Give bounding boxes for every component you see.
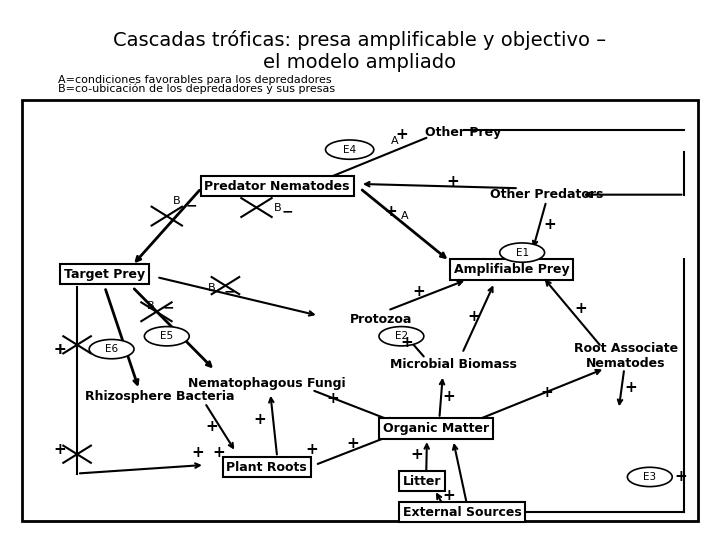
Text: +: + [253,413,266,427]
Text: Predator Nematodes: Predator Nematodes [204,180,350,193]
Text: +: + [575,301,588,316]
Text: +: + [53,342,66,356]
Text: +: + [205,419,218,434]
Text: Nematophagous Fungi: Nematophagous Fungi [188,377,346,390]
Text: −: − [185,198,197,212]
Text: B: B [208,283,215,293]
Text: +: + [326,391,339,406]
Ellipse shape [627,467,672,487]
Text: +: + [212,444,225,460]
Text: E2: E2 [395,331,408,341]
Ellipse shape [145,327,189,346]
Text: +: + [447,174,459,190]
Text: E6: E6 [105,344,118,354]
Text: Root Associate
Nematodes: Root Associate Nematodes [574,341,678,369]
Text: Target Prey: Target Prey [64,267,145,281]
Ellipse shape [325,140,374,159]
Text: +: + [540,384,553,400]
Text: Litter: Litter [403,475,441,488]
Text: −: − [223,284,235,298]
Text: +: + [442,389,455,404]
Text: Microbial Biomass: Microbial Biomass [390,357,516,370]
Text: +: + [625,380,637,395]
Text: B: B [174,196,181,206]
Text: Other Prey: Other Prey [426,126,502,139]
Text: A: A [401,211,409,221]
Text: +: + [400,335,413,350]
Text: −: − [282,205,293,219]
Text: +: + [395,127,408,142]
Text: +: + [410,447,423,462]
Ellipse shape [500,243,544,262]
FancyBboxPatch shape [22,100,698,521]
Text: B=co-ubicación de los depredadores y sus presas: B=co-ubicación de los depredadores y sus… [58,84,335,94]
Text: Other Predators: Other Predators [490,188,603,201]
Text: +: + [384,204,397,219]
Text: B: B [146,301,154,311]
Text: Organic Matter: Organic Matter [383,422,489,435]
Text: +: + [53,442,66,457]
Text: Rhizosphere Bacteria: Rhizosphere Bacteria [85,390,235,403]
Ellipse shape [89,340,134,359]
Text: +: + [467,309,480,325]
Text: A=condiciones favorables para los depredadores: A=condiciones favorables para los depred… [58,75,331,85]
Text: Plant Roots: Plant Roots [227,461,307,474]
Text: Protozoa: Protozoa [349,313,412,326]
Text: +: + [347,436,359,451]
Text: A: A [391,136,398,146]
Text: +: + [544,217,556,232]
Text: Cascadas tróficas: presa amplificable y objectivo –
el modelo ampliado: Cascadas tróficas: presa amplificable y … [114,30,606,72]
Text: +: + [442,488,455,503]
Text: E5: E5 [161,331,174,341]
Ellipse shape [379,327,424,346]
Text: B: B [274,202,281,213]
Text: +: + [53,342,66,356]
Text: +: + [192,444,204,460]
Text: External Sources: External Sources [402,505,521,518]
Text: E1: E1 [516,247,528,258]
Text: −: − [163,300,174,314]
Text: +: + [413,284,425,299]
Text: +: + [305,442,318,457]
Text: +: + [675,469,687,484]
Text: Amplifiable Prey: Amplifiable Prey [454,263,570,276]
Text: E4: E4 [343,145,356,154]
Text: E3: E3 [643,472,657,482]
